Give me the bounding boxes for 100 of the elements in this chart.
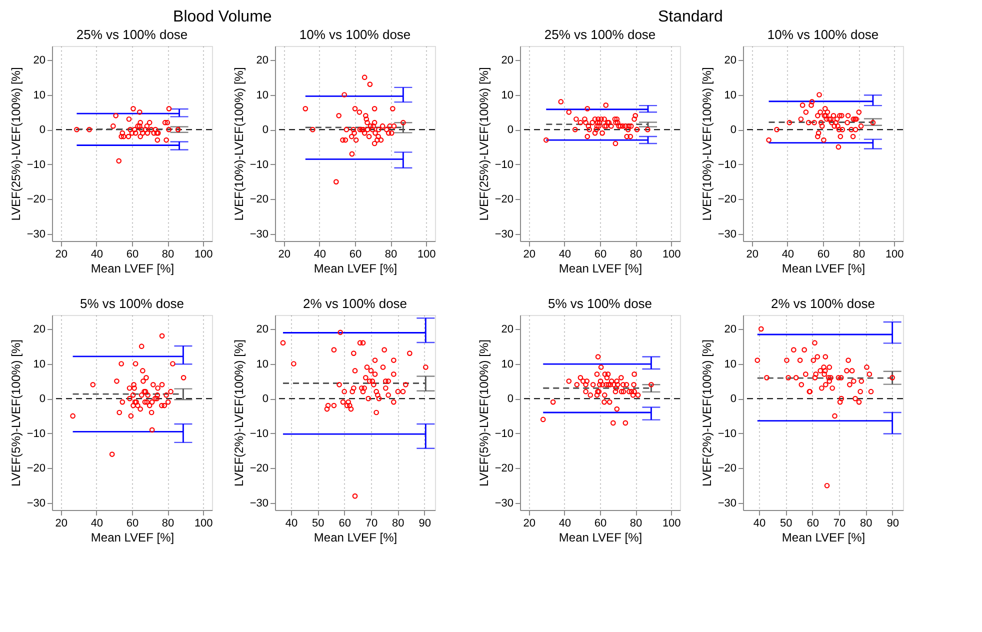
- point: [600, 130, 605, 136]
- point: [340, 399, 346, 405]
- point: [844, 120, 850, 126]
- point: [390, 358, 396, 363]
- point: [835, 123, 840, 129]
- point: [618, 375, 624, 380]
- point: [622, 420, 628, 426]
- point: [626, 388, 632, 394]
- point: [152, 396, 158, 402]
- point: [126, 116, 132, 122]
- point: [350, 385, 356, 391]
- point: [836, 375, 842, 380]
- point: [822, 372, 828, 377]
- y-tick-label: 20: [501, 54, 514, 66]
- point: [346, 399, 352, 405]
- point: [164, 120, 170, 126]
- point: [376, 126, 382, 132]
- x-tick-label: 40: [558, 518, 572, 530]
- point: [74, 126, 80, 132]
- point: [352, 106, 358, 112]
- point: [145, 392, 150, 398]
- point: [118, 134, 124, 140]
- point: [578, 375, 584, 380]
- point: [558, 99, 564, 104]
- point: [632, 388, 637, 394]
- point: [357, 126, 363, 132]
- point: [128, 413, 134, 419]
- x-tick-label: 20: [55, 518, 68, 530]
- point: [180, 375, 186, 380]
- point: [602, 372, 608, 377]
- point: [90, 382, 96, 388]
- y-tick-label: 0: [507, 393, 514, 406]
- point: [364, 116, 370, 122]
- y-axis-title: LVEF(10%)-LVEF(100%) [%]: [232, 67, 246, 221]
- point: [806, 120, 812, 126]
- point: [374, 410, 380, 416]
- point: [360, 340, 366, 346]
- y-axis-title: LVEF(25%)-LVEF(100%) [%]: [8, 67, 23, 221]
- point: [866, 372, 872, 377]
- point: [844, 368, 850, 374]
- point: [113, 112, 118, 118]
- point: [606, 382, 612, 388]
- point: [388, 130, 394, 136]
- point: [786, 375, 792, 380]
- point: [582, 116, 588, 122]
- point: [338, 330, 344, 336]
- x-tick-label: 40: [753, 518, 766, 530]
- x-axis-title: Mean LVEF [%]: [558, 530, 642, 544]
- point: [391, 123, 397, 129]
- point: [357, 340, 363, 346]
- y-tick-label: 10: [501, 358, 514, 370]
- point: [350, 388, 356, 394]
- point: [374, 388, 380, 394]
- x-tick-label: 60: [806, 518, 819, 530]
- point: [120, 130, 126, 136]
- point: [592, 130, 598, 136]
- point: [165, 399, 171, 405]
- point: [598, 378, 604, 384]
- point: [614, 120, 620, 126]
- point: [845, 112, 851, 118]
- point: [803, 109, 809, 115]
- point: [620, 382, 626, 388]
- chart-title: 10% vs 100% dose: [299, 27, 411, 42]
- point: [849, 368, 855, 374]
- y-axis-title: LVEF(25%)-LVEF(100%) [%]: [476, 67, 491, 221]
- x-tick-label: 100: [885, 248, 904, 260]
- point: [816, 130, 822, 136]
- point: [594, 126, 599, 132]
- point: [138, 344, 144, 350]
- x-tick-label: 20: [278, 248, 291, 260]
- y-tick-label: 0: [730, 124, 736, 136]
- y-tick-label: −20: [718, 462, 736, 475]
- y-tick-label: 20: [501, 323, 514, 336]
- point: [836, 144, 842, 150]
- y-tick-label: −20: [250, 462, 268, 475]
- point: [362, 385, 368, 391]
- y-tick-label: −10: [494, 428, 514, 440]
- point: [154, 396, 160, 402]
- point: [822, 106, 828, 112]
- point: [387, 123, 393, 129]
- x-tick-label: 100: [194, 518, 213, 530]
- point: [348, 406, 354, 412]
- point: [148, 126, 154, 132]
- point: [628, 388, 634, 394]
- point: [109, 452, 115, 457]
- point: [342, 388, 348, 394]
- point: [159, 382, 165, 388]
- point: [331, 402, 337, 408]
- point: [395, 388, 401, 394]
- point: [612, 140, 618, 146]
- y-tick-label: 0: [39, 393, 46, 406]
- point: [325, 402, 331, 408]
- point: [331, 347, 337, 352]
- point: [140, 378, 146, 384]
- point: [812, 340, 818, 346]
- x-tick-label: 50: [780, 518, 792, 530]
- point: [130, 392, 136, 398]
- point: [140, 368, 146, 374]
- point: [386, 130, 392, 136]
- x-tick-label: 100: [662, 518, 681, 530]
